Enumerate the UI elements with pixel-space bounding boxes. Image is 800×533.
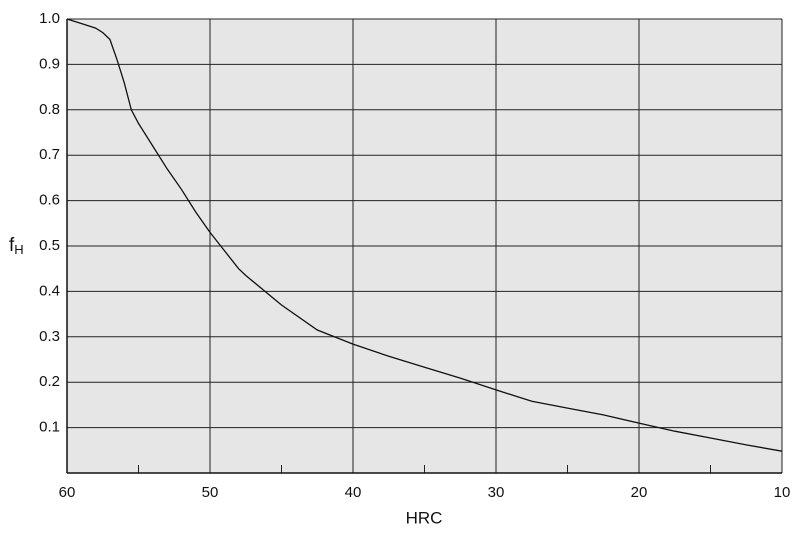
y-axis-label-subscript: H (14, 242, 23, 257)
y-tick-label: 1.0 (39, 10, 60, 27)
y-tick-label: 0.1 (39, 419, 60, 436)
x-tick-label: 40 (345, 484, 362, 501)
x-tick-label: 10 (774, 484, 791, 501)
y-tick-label: 0.3 (39, 328, 60, 345)
x-tick-label: 50 (202, 484, 219, 501)
y-tick-label: 0.2 (39, 373, 60, 390)
y-axis-label-main: f (9, 235, 15, 256)
data-line (66, 18, 783, 452)
x-tick-label: 60 (59, 484, 76, 501)
y-axis-label: fH (9, 235, 24, 257)
y-tick-label: 0.4 (39, 282, 60, 299)
y-tick-label: 0.6 (39, 192, 60, 209)
y-tick-label: 0.7 (39, 146, 60, 163)
x-tick-label: 30 (488, 484, 505, 501)
x-axis-label: HRC (406, 508, 443, 527)
y-tick-label: 0.8 (39, 101, 60, 118)
x-tick-label: 20 (631, 484, 648, 501)
y-tick-label: 0.9 (39, 55, 60, 72)
y-tick-label: 0.5 (39, 237, 60, 254)
